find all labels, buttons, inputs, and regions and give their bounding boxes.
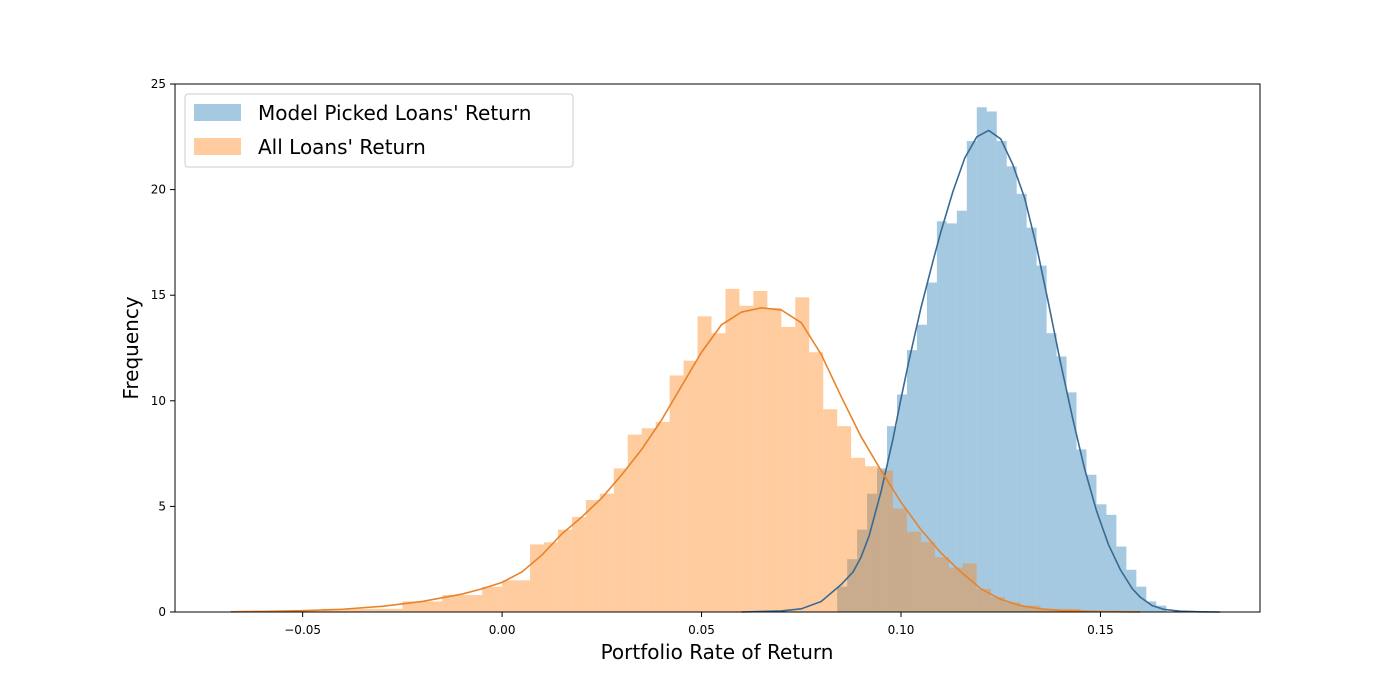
histogram-bar (585, 500, 600, 612)
histogram-bar (837, 426, 852, 612)
histogram-bar (655, 421, 670, 612)
histogram-bar (1146, 601, 1157, 612)
kde-line-series-1 (230, 307, 1141, 613)
histogram-bar (683, 360, 698, 612)
histogram-bar (966, 141, 977, 613)
histogram-bar (823, 409, 838, 612)
histogram-bar (1126, 569, 1137, 612)
histogram-bar (767, 307, 782, 612)
legend-label-model-picked: Model Picked Loans' Return (258, 101, 531, 125)
x-tick-label: 0.10 (888, 623, 915, 637)
histogram-bar (1106, 514, 1117, 612)
histogram-bar (1076, 449, 1087, 612)
legend-label-all-loans: All Loans' Return (258, 135, 426, 159)
histogram-bar (1086, 474, 1097, 612)
y-tick-label: 20 (151, 183, 166, 197)
histogram-bar (557, 529, 572, 612)
x-axis-label: Portfolio Rate of Return (601, 640, 834, 664)
histogram-bar (322, 608, 403, 612)
bars-series-1 (230, 288, 1141, 612)
histogram-bar (669, 375, 684, 612)
histogram-bar (1016, 193, 1027, 612)
histogram-bar (543, 542, 558, 612)
histogram-bar (837, 586, 848, 612)
histogram-bar (934, 557, 949, 612)
histogram-bar (926, 282, 937, 612)
histogram-bar (1116, 546, 1127, 612)
kde-line-series-0 (741, 129, 1221, 613)
histogram-bar (697, 316, 712, 612)
histogram-bar (986, 111, 997, 613)
histogram-bar (867, 493, 878, 612)
histogram-bar (641, 428, 656, 612)
x-tick-label: 0.05 (688, 623, 715, 637)
histogram-bar (599, 493, 614, 612)
histogram-bar (976, 588, 991, 612)
histogram-bar (1066, 392, 1077, 612)
histogram-bar (996, 141, 1007, 613)
histogram-bar (711, 333, 726, 612)
y-tick-label: 25 (151, 77, 166, 91)
y-axis-ticks: 0 5 10 15 20 25 (151, 77, 175, 619)
legend: Model Picked Loans' Return All Loans' Re… (184, 93, 574, 168)
histogram-bar (809, 352, 824, 612)
histogram-bar (920, 542, 935, 612)
histogram-bar (893, 508, 907, 612)
histogram-bar (1006, 166, 1017, 613)
histogram-bar (857, 529, 868, 612)
histogram-bar (1096, 504, 1107, 612)
histogram-bar (946, 223, 957, 612)
histogram-bar (936, 221, 947, 612)
histogram-bar (1004, 602, 1021, 612)
histogram-bar (962, 563, 977, 612)
histogram-bar (956, 210, 967, 612)
histogram-bar (1136, 586, 1147, 612)
histogram-bar (1026, 227, 1037, 612)
histogram-bar (851, 457, 866, 612)
histogram-bar (906, 350, 917, 612)
x-axis-ticks: −0.05 0.00 0.05 0.10 0.15 (284, 612, 1114, 637)
x-tick-label: 0.00 (489, 623, 516, 637)
histogram-bar (847, 559, 858, 612)
histogram-bar (887, 426, 898, 612)
histogram-bar (1020, 605, 1041, 612)
histogram-bar (442, 595, 483, 612)
legend-swatch-all-loans (194, 138, 241, 155)
y-tick-label: 10 (151, 394, 166, 408)
histogram-bar (906, 531, 921, 612)
histogram-bar (739, 305, 754, 612)
histogram-bar (976, 107, 987, 613)
histogram-bar (1036, 265, 1047, 612)
histogram-bar (502, 580, 531, 612)
histogram-bar (627, 434, 642, 612)
histogram-bar (781, 326, 796, 612)
histogram-bar (613, 468, 628, 612)
histogram-bar (879, 470, 894, 612)
plot-area (230, 107, 1221, 613)
histogram-bar (753, 290, 768, 612)
y-tick-label: 5 (158, 499, 166, 513)
legend-swatch-model-picked (194, 104, 241, 121)
x-tick-label: 0.15 (1087, 623, 1114, 637)
y-axis-label: Frequency (119, 296, 143, 399)
histogram-bar (402, 601, 443, 612)
histogram-bar (482, 586, 503, 612)
histogram-bar (1056, 356, 1067, 612)
histogram-bar (990, 597, 1005, 612)
histogram-bar (571, 516, 586, 612)
histogram-bar (865, 466, 880, 612)
y-tick-label: 0 (158, 605, 166, 619)
histogram-bar (948, 567, 963, 612)
histogram-bar (1046, 333, 1057, 612)
histogram-bar (795, 297, 810, 612)
histogram-bar (916, 324, 927, 612)
histogram-bar (725, 288, 740, 612)
histogram-bar (877, 468, 888, 612)
axes-frame (174, 83, 1261, 613)
y-tick-label: 15 (151, 288, 166, 302)
legend-box (184, 93, 574, 168)
x-tick-label: −0.05 (284, 623, 321, 637)
